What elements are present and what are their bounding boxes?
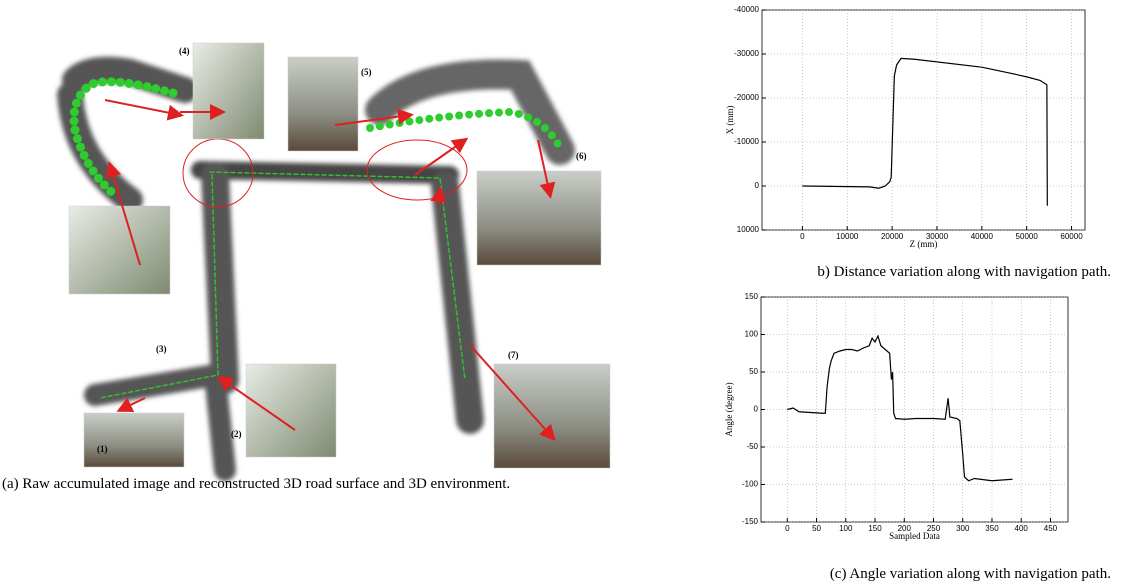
photo-label: (5) [361,67,372,77]
x-axis-title: Sampled Data [889,531,940,541]
x-tick-label: 450 [1044,524,1058,533]
data-line [787,334,1013,482]
x-tick-label: 50000 [1016,232,1039,241]
y-tick-label: -150 [742,517,759,526]
x-tick-label: 30000 [926,232,949,241]
x-tick-label: 10000 [836,232,859,241]
x-tick-label: 150 [868,524,882,533]
y-tick-label: -10000 [734,137,759,146]
y-tick-label: -50 [746,442,758,451]
x-tick-label: 0 [800,232,805,241]
y-tick-label: 50 [749,367,758,376]
y-tick-label: 10000 [737,225,760,234]
plot-area [761,9,1086,231]
x-tick-label: 40000 [971,232,994,241]
x-tick-label: 100 [839,524,853,533]
photo-label: (6) [576,151,587,161]
x-tick-label: 50 [812,524,821,533]
photos [68,42,611,469]
data-line [802,57,1048,206]
y-tick-label: 0 [755,181,760,190]
x-tick-label: 200 [898,524,912,533]
caption-a: (a) Raw accumulated image and reconstruc… [2,476,511,492]
x-tick-label: 250 [927,524,941,533]
photo-label: (4) [179,46,190,56]
y-axis-title: Angle (degree) [724,382,734,436]
photo-label: (2) [231,429,242,439]
y-tick-label: 0 [754,405,759,414]
photo-label: (1) [97,444,108,454]
x-tick-label: 20000 [881,232,904,241]
x-axis-title: Z (mm) [910,239,938,249]
x-tick-label: 350 [985,524,999,533]
y-tick-label: 100 [745,330,759,339]
x-tick-label: 400 [1015,524,1029,533]
y-tick-label: -30000 [734,49,759,58]
y-tick-label: -100 [742,480,759,489]
photo-label: (3) [156,344,167,354]
x-tick-label: 0 [785,524,790,533]
y-axis-title: X (mm) [725,106,735,135]
caption-a-box: (a) Raw accumulated image and reconstruc… [2,476,511,492]
arrows [104,99,556,441]
y-tick-label: -20000 [734,93,759,102]
caption: b) Distance variation along with navigat… [817,264,1111,280]
y-tick-label: 150 [745,292,759,301]
y-tick-label: -40000 [734,5,759,14]
x-tick-label: 60000 [1060,232,1083,241]
x-tick-label: 300 [956,524,970,533]
photo-label: (7) [508,350,519,360]
caption: (c) Angle variation along with navigatio… [830,566,1111,582]
